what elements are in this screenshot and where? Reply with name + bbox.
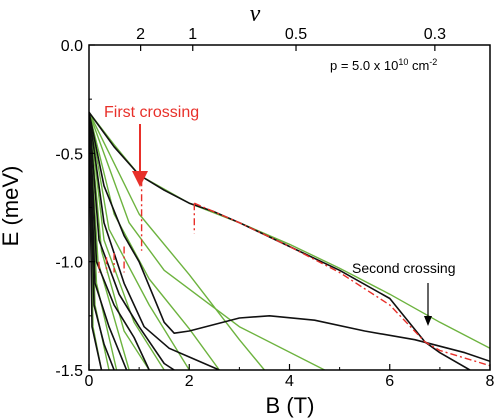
- y-tick-label: -0.5: [55, 146, 83, 163]
- series-line-green-0: [89, 111, 490, 349]
- y-tick-label: 0.0: [61, 38, 83, 55]
- y-axis-label: E (meV): [0, 166, 23, 247]
- top-axis-label: ν: [250, 1, 261, 27]
- x-tick-label: 4: [285, 373, 294, 390]
- top-tick-label: 2: [136, 26, 145, 43]
- series-line-green-5: [89, 112, 165, 370]
- y-tick-label: -1.5: [55, 363, 83, 380]
- x-tick-label: 8: [486, 373, 495, 390]
- series-line-green-3: [89, 112, 220, 370]
- x-tick-label: 6: [385, 373, 394, 390]
- top-tick-label: 0.3: [424, 26, 446, 43]
- series-line-black-12: [89, 112, 490, 363]
- series-line-red-19: [194, 202, 490, 367]
- series-line-black-14: [89, 112, 175, 370]
- x-tick-label: 0: [85, 373, 94, 390]
- density-text: p = 5.0 x 10: [330, 58, 398, 73]
- density-unit: cm: [408, 58, 429, 73]
- x-tick-label: 2: [185, 373, 194, 390]
- series-line-black-13: [89, 112, 220, 370]
- series-line-black-15: [89, 112, 150, 370]
- first-crossing-label: First crossing: [104, 104, 199, 121]
- series-line-black-17: [89, 112, 115, 370]
- density-exp: 10: [398, 57, 408, 67]
- top-tick-label: 1: [188, 26, 197, 43]
- series-line-green-6: [89, 112, 150, 370]
- x-axis-label: B (T): [266, 393, 315, 418]
- density-label: p = 5.0 x 1010 cm-2: [330, 57, 437, 73]
- first-crossing-arrowhead: [132, 171, 148, 187]
- top-tick-label: 0.5: [285, 26, 307, 43]
- curves-group: [89, 111, 490, 370]
- series-line-green-2: [89, 111, 325, 370]
- second-crossing-label: Second crossing: [352, 260, 456, 276]
- y-tick-label: -1.0: [55, 255, 83, 272]
- series-line-green-1: [89, 111, 265, 370]
- series-line-green-4: [89, 112, 190, 370]
- density-unit-exp: -2: [429, 57, 437, 67]
- series-line-black-18: [89, 112, 103, 370]
- ticks-group: 0 2 4 6 8 0.0 -0.5 -1.0 -1.5 2 1 0.5 0.3: [55, 26, 494, 390]
- second-crossing-arrowhead: [424, 316, 432, 326]
